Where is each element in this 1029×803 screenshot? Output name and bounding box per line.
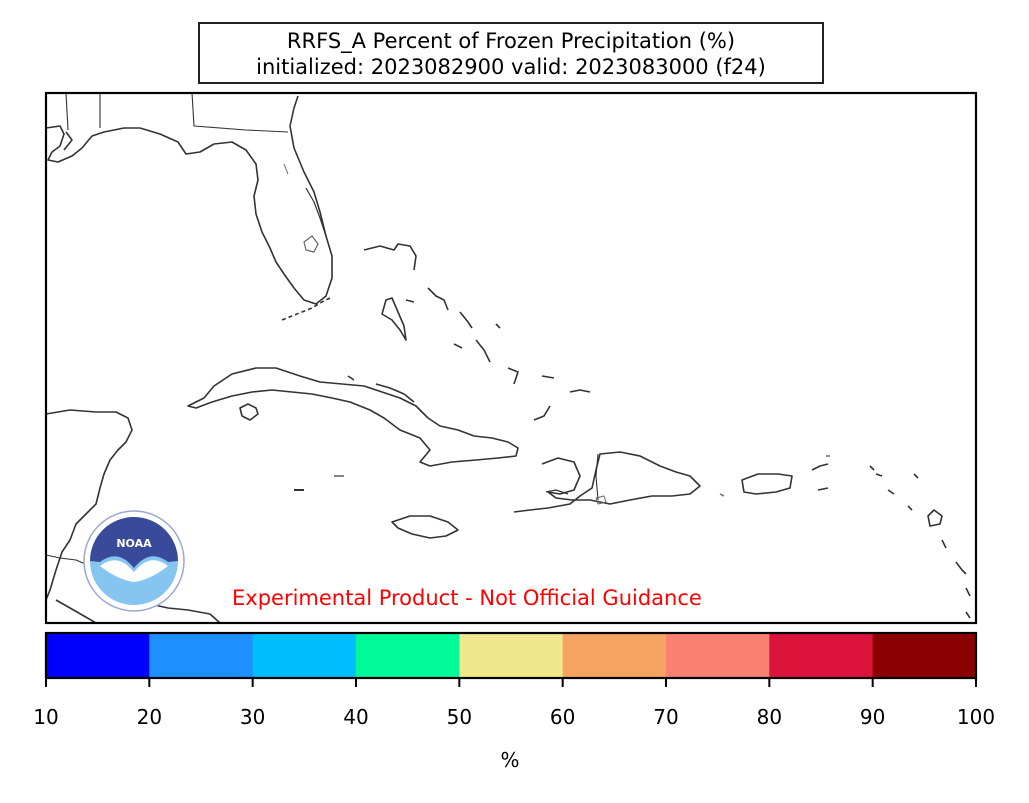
bahamas-12 bbox=[375, 383, 415, 403]
lake-okeechobee bbox=[303, 235, 319, 253]
colorbar-segment bbox=[666, 633, 770, 678]
state-border-2 bbox=[191, 93, 289, 133]
colorbar-tick-label: 100 bbox=[956, 705, 996, 729]
title-line-2: initialized: 2023082900 valid: 202308300… bbox=[256, 55, 766, 79]
colorbar-tick-label: 10 bbox=[33, 705, 59, 729]
colorbar-tick-label: 40 bbox=[343, 705, 369, 729]
colorbar-segment bbox=[872, 633, 977, 678]
gonave bbox=[545, 489, 569, 495]
colorbar-segment bbox=[356, 633, 460, 678]
bahamas-10 bbox=[495, 323, 501, 329]
colorbar-segment bbox=[149, 633, 254, 678]
state-border-3 bbox=[65, 93, 69, 131]
colorbar-tick-label: 80 bbox=[756, 705, 783, 729]
bahamas-9 bbox=[405, 299, 415, 303]
montserrat bbox=[913, 473, 919, 479]
isle-of-youth bbox=[239, 403, 259, 421]
colorbar-tick-label: 90 bbox=[859, 705, 886, 729]
st-lucia bbox=[965, 587, 971, 597]
vieques bbox=[817, 487, 829, 491]
colorbar-tick-label: 30 bbox=[239, 705, 266, 729]
bahamas-4 bbox=[453, 343, 463, 349]
bahamas-grand bbox=[363, 243, 417, 271]
colorbar-tick-label: 60 bbox=[549, 705, 576, 729]
colorbar-tick-label: 70 bbox=[653, 705, 679, 729]
barbuda bbox=[875, 473, 883, 477]
martinique bbox=[955, 561, 967, 575]
bahamas-1 bbox=[427, 287, 449, 311]
puerto-rico bbox=[741, 473, 793, 495]
anguilla bbox=[869, 465, 875, 471]
cuba bbox=[187, 367, 519, 467]
navassa bbox=[719, 493, 725, 497]
bahamas-8 bbox=[533, 405, 551, 421]
dominica bbox=[941, 539, 947, 549]
colorbar-segment bbox=[562, 633, 667, 678]
haiti-dr-border bbox=[595, 453, 599, 501]
yucatan-coast bbox=[46, 409, 133, 601]
map-frame bbox=[44, 91, 978, 625]
disclaimer-text: Experimental Product - Not Official Guid… bbox=[232, 586, 702, 610]
fl-panhandle-isl bbox=[63, 131, 73, 151]
florida-coast bbox=[46, 95, 333, 305]
colorbar-frame bbox=[44, 631, 978, 680]
colorbar-unit-label: % bbox=[500, 748, 520, 772]
st-kitts bbox=[907, 505, 913, 511]
bahamas-5 bbox=[507, 367, 519, 385]
fl-lake-2 bbox=[283, 163, 289, 175]
bahamas-3 bbox=[475, 339, 491, 363]
mexico-border bbox=[46, 554, 91, 567]
colorbar bbox=[44, 631, 978, 687]
bahamas-6 bbox=[541, 375, 555, 379]
title-line-1: RRFS_A Percent of Frozen Precipitation (… bbox=[286, 29, 736, 53]
bahamas-andros bbox=[381, 297, 407, 341]
antigua bbox=[887, 489, 895, 495]
jamaica bbox=[391, 515, 459, 539]
indian-river bbox=[305, 187, 327, 237]
noaa-logo: NOAA bbox=[83, 510, 185, 612]
bahamas-7 bbox=[569, 389, 591, 393]
noaa-logo-text: NOAA bbox=[116, 537, 152, 550]
virgin-islands bbox=[811, 463, 829, 471]
map-title: RRFS_A Percent of Frozen Precipitation (… bbox=[198, 22, 824, 84]
colorbar-tick-label: 20 bbox=[136, 705, 163, 729]
bahamas-11 bbox=[347, 375, 355, 381]
hispaniola bbox=[513, 451, 701, 513]
bahamas-2 bbox=[459, 311, 473, 329]
keys bbox=[281, 297, 331, 321]
colorbar-segment bbox=[769, 633, 874, 678]
colorbar-segment bbox=[46, 633, 150, 678]
coastlines bbox=[46, 93, 971, 623]
lake-enriquillo bbox=[595, 495, 607, 505]
colorbar-tick-label: 50 bbox=[446, 705, 473, 729]
st-vincent bbox=[965, 611, 971, 619]
colorbar-segment bbox=[459, 633, 564, 678]
guadeloupe bbox=[927, 509, 943, 527]
belize-coast bbox=[55, 599, 97, 623]
colorbar-segment bbox=[252, 633, 357, 678]
